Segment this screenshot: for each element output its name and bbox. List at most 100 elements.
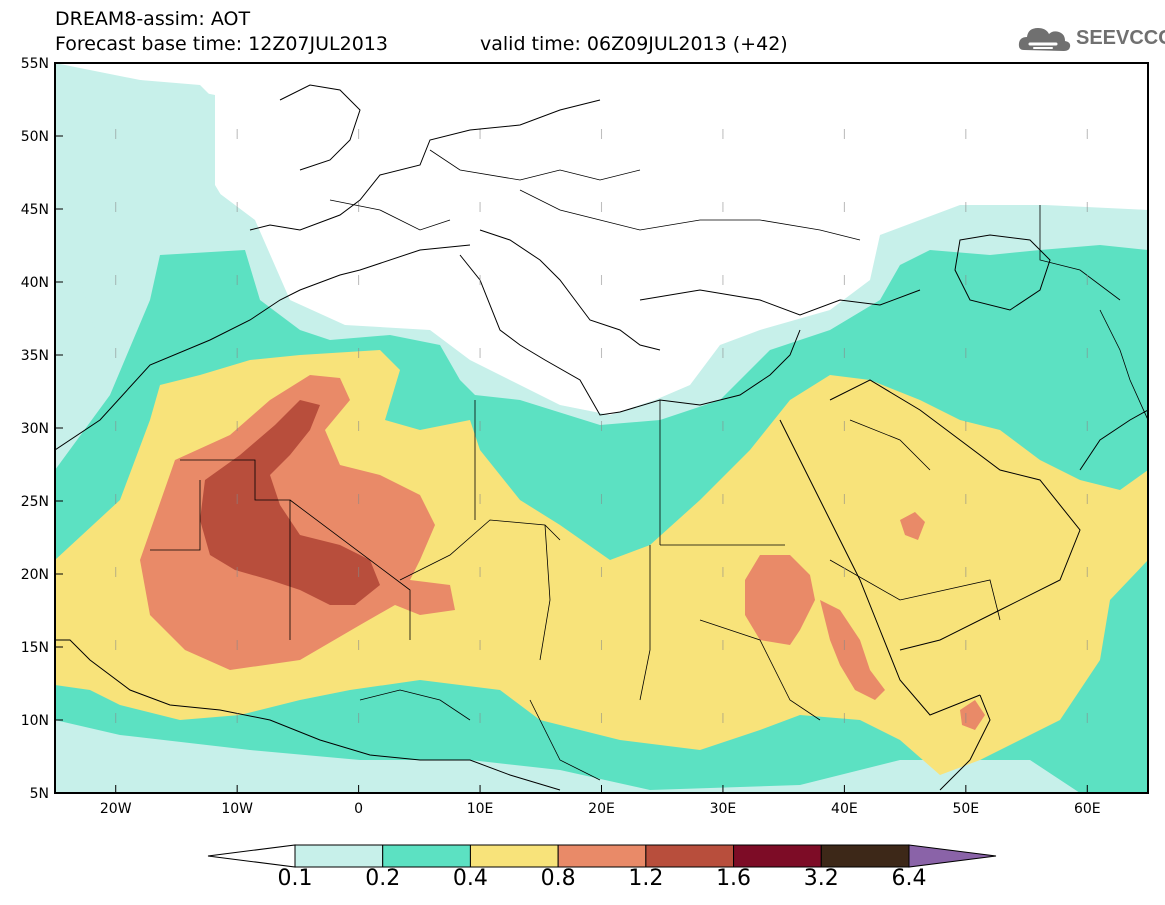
aot-contour-1.2 [200, 400, 380, 605]
coastlines [55, 84, 1148, 791]
colorbar-label: 1.6 [716, 866, 752, 891]
grid-dot [722, 348, 724, 350]
grid-dot [115, 567, 117, 569]
grid-dot [722, 648, 724, 650]
grid-dot [479, 715, 481, 717]
grid-dot [722, 719, 724, 721]
aot-contour-0.8-sudan [745, 555, 815, 645]
grid-dot [965, 354, 967, 356]
grid-dot [722, 352, 724, 354]
grid-dot [479, 210, 481, 212]
grid-dot [600, 131, 603, 133]
grid-dot [479, 356, 481, 358]
grid-dot [843, 648, 845, 650]
grid-dot [236, 348, 238, 350]
grid-dot [600, 648, 603, 650]
grid-dot [965, 648, 967, 650]
grid-dot [115, 277, 117, 279]
grid-dot [1086, 137, 1088, 139]
grid-dot [358, 502, 360, 504]
grid-dot [479, 575, 481, 577]
grid-dot [479, 429, 481, 431]
grid-dot [1086, 354, 1088, 356]
grid-dot [843, 283, 845, 285]
grid-dot [236, 281, 238, 283]
grid-dot [115, 494, 117, 496]
grid-dot [1086, 502, 1088, 504]
grid-dot [479, 137, 481, 139]
grid-dot [358, 425, 360, 427]
grid-dot [722, 494, 724, 496]
grid-dot [479, 354, 481, 356]
grid-dot [479, 646, 481, 648]
grid-dot [600, 348, 603, 350]
lon-label: 40E [831, 801, 858, 817]
grid-dot [1086, 646, 1088, 648]
grid-dot [1086, 350, 1088, 352]
grid-dot [600, 640, 603, 642]
grid-dot [479, 204, 481, 206]
grid-dot [722, 569, 724, 571]
grid-dot [358, 575, 360, 577]
grid-dot [115, 642, 117, 644]
grid-dot [236, 648, 238, 650]
grid-dot [479, 135, 481, 137]
grid-dot [600, 202, 603, 204]
grid-dot [722, 208, 724, 210]
grid-dot [965, 275, 967, 277]
colorbar-segment [557, 844, 647, 868]
grid-dot [722, 567, 724, 569]
grid-dot [965, 569, 967, 571]
grid-dot [358, 277, 360, 279]
grid-dot [965, 719, 967, 721]
grid-dot [1086, 571, 1088, 573]
grid-dot [115, 202, 117, 204]
grid-dot [1086, 498, 1088, 500]
grid-dot [965, 277, 967, 279]
grid-dot [479, 427, 481, 429]
grid-dot [236, 354, 238, 356]
grid-dot [236, 137, 238, 139]
grid-dot [600, 569, 603, 571]
grid-dot [965, 137, 967, 139]
grid-dot [600, 575, 603, 577]
aot-contour-0.8-somalia [960, 700, 985, 730]
grid-dot [479, 281, 481, 283]
grid-dot [115, 427, 117, 429]
grid-dot [1086, 717, 1088, 719]
grid-dot [479, 494, 481, 496]
grid-dot [358, 640, 360, 642]
lat-label: 5N [30, 786, 49, 802]
grid-dot [600, 715, 603, 717]
grid-dot [722, 202, 724, 204]
grid-dot [843, 279, 845, 281]
grid-dot [843, 646, 845, 648]
grid-dot [358, 494, 360, 496]
grid-dot [479, 275, 481, 277]
grid-dot [600, 354, 603, 356]
lon-label: 20E [588, 801, 615, 817]
valid-time: valid time: 06Z09JUL2013 (+42) [480, 33, 788, 55]
grid-dot [236, 642, 238, 644]
grid-dot [600, 646, 603, 648]
grid-dot [1086, 131, 1088, 133]
grid-dot [479, 350, 481, 352]
grid-dot [600, 133, 603, 135]
grid-dot [965, 208, 967, 210]
grid-dot [843, 202, 845, 204]
grid-dot [1086, 202, 1088, 204]
grid-dot [236, 494, 238, 496]
grid-dot [843, 275, 845, 277]
grid-dot [358, 713, 360, 715]
grid-dot [115, 275, 117, 277]
grid-dot [358, 350, 360, 352]
grid-dot [358, 135, 360, 137]
grid-dot [965, 279, 967, 281]
grid-dot [236, 206, 238, 208]
grid-dot [600, 206, 603, 208]
grid-dot [358, 721, 360, 723]
grid-dot [115, 281, 117, 283]
grid-dot [358, 648, 360, 650]
grid-dot [965, 575, 967, 577]
grid-dot [843, 133, 845, 135]
